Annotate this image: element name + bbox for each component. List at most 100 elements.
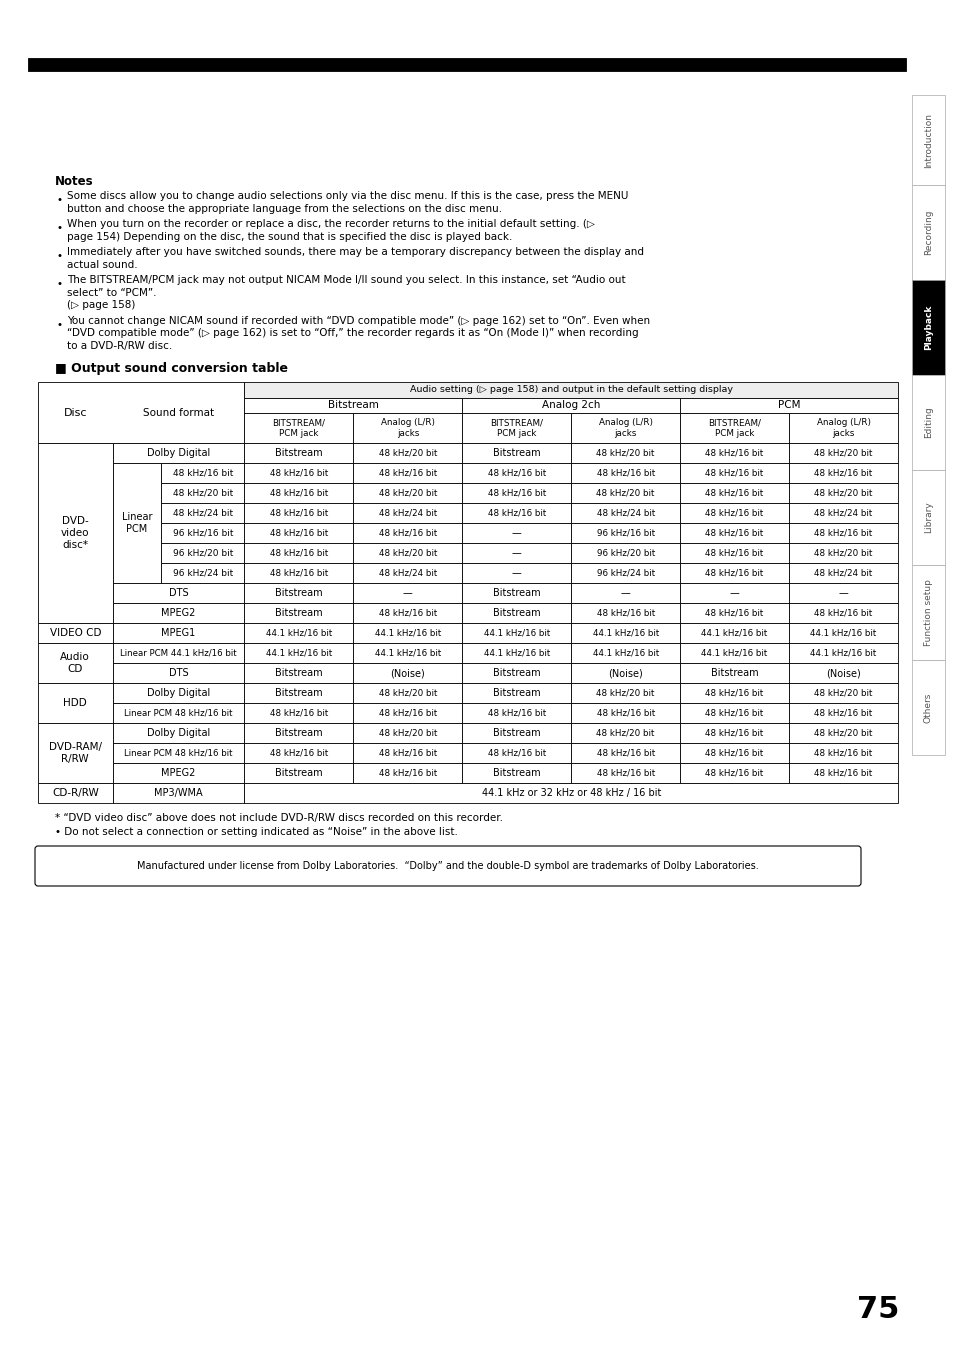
Text: Analog (L/R)
jacks: Analog (L/R) jacks: [380, 418, 435, 437]
Bar: [112, 463, 161, 583]
Bar: [462, 724, 571, 742]
Text: 48 kHz/16 bit: 48 kHz/16 bit: [814, 468, 872, 478]
Text: (Noise): (Noise): [390, 668, 425, 678]
Text: 48 kHz/20 bit: 48 kHz/20 bit: [378, 729, 436, 737]
Bar: [571, 724, 679, 742]
Bar: [112, 663, 244, 683]
Bar: [244, 522, 353, 543]
Text: 48 kHz/16 bit: 48 kHz/16 bit: [270, 509, 328, 517]
Text: 48 kHz/16 bit: 48 kHz/16 bit: [270, 489, 328, 498]
Bar: [161, 522, 244, 543]
FancyBboxPatch shape: [35, 846, 861, 886]
Bar: [679, 522, 788, 543]
Text: • Do not select a connection or setting indicated as “Noise” in the above list.: • Do not select a connection or setting …: [55, 828, 457, 837]
Text: * “DVD video disc” above does not include DVD-R/RW discs recorded on this record: * “DVD video disc” above does not includ…: [55, 813, 502, 823]
Bar: [462, 583, 571, 603]
Bar: [679, 563, 788, 583]
Text: 48 kHz/16 bit: 48 kHz/16 bit: [270, 528, 328, 537]
Bar: [679, 683, 788, 703]
Text: —: —: [620, 589, 630, 598]
Text: Bitstream: Bitstream: [493, 608, 540, 618]
Text: •: •: [57, 279, 63, 289]
Bar: [161, 504, 244, 522]
Text: 48 kHz/16 bit: 48 kHz/16 bit: [704, 688, 763, 698]
Text: Bitstream: Bitstream: [328, 401, 378, 410]
Text: Disc: Disc: [64, 408, 87, 417]
Bar: [353, 683, 462, 703]
Bar: [679, 398, 897, 413]
Text: 48 kHz/16 bit: 48 kHz/16 bit: [172, 468, 233, 478]
Bar: [112, 703, 244, 724]
Bar: [353, 543, 462, 563]
Bar: [571, 683, 679, 703]
Bar: [462, 683, 571, 703]
Bar: [353, 663, 462, 683]
Text: 44.1 kHz/16 bit: 44.1 kHz/16 bit: [266, 648, 332, 657]
Bar: [112, 763, 244, 783]
Text: 44.1 kHz/16 bit: 44.1 kHz/16 bit: [483, 648, 549, 657]
Text: —: —: [512, 528, 521, 539]
Text: 48 kHz/16 bit: 48 kHz/16 bit: [596, 468, 654, 478]
Bar: [679, 463, 788, 483]
Text: Bitstream: Bitstream: [493, 688, 540, 698]
Text: button and choose the appropriate language from the selections on the disc menu.: button and choose the appropriate langua…: [67, 204, 501, 213]
Bar: [571, 483, 679, 504]
Text: —: —: [512, 548, 521, 558]
Text: 48 kHz/16 bit: 48 kHz/16 bit: [378, 709, 436, 717]
Text: 48 kHz/16 bit: 48 kHz/16 bit: [814, 709, 872, 717]
Text: —: —: [512, 568, 521, 578]
Text: 48 kHz/24 bit: 48 kHz/24 bit: [172, 509, 233, 517]
Text: 48 kHz/16 bit: 48 kHz/16 bit: [596, 768, 654, 778]
Bar: [788, 463, 897, 483]
Text: 48 kHz/16 bit: 48 kHz/16 bit: [378, 609, 436, 617]
Text: 48 kHz/20 bit: 48 kHz/20 bit: [596, 448, 654, 458]
Bar: [571, 583, 679, 603]
Text: to a DVD-R/RW disc.: to a DVD-R/RW disc.: [67, 340, 172, 351]
Text: actual sound.: actual sound.: [67, 259, 137, 270]
Text: 48 kHz/16 bit: 48 kHz/16 bit: [704, 729, 763, 737]
Bar: [462, 763, 571, 783]
Text: Library: Library: [923, 502, 932, 533]
Text: Others: Others: [923, 693, 932, 722]
Bar: [788, 603, 897, 622]
Text: 96 kHz/16 bit: 96 kHz/16 bit: [172, 528, 233, 537]
Text: Dolby Digital: Dolby Digital: [147, 688, 210, 698]
Bar: [244, 783, 897, 803]
Text: (Noise): (Noise): [608, 668, 642, 678]
Text: 48 kHz/20 bit: 48 kHz/20 bit: [814, 729, 872, 737]
Bar: [28, 58, 905, 72]
Bar: [679, 724, 788, 742]
Text: Audio setting (▷ page 158) and output in the default setting display: Audio setting (▷ page 158) and output in…: [409, 386, 732, 394]
Text: Bitstream: Bitstream: [274, 728, 322, 738]
Text: Editing: Editing: [923, 406, 932, 439]
Text: 48 kHz/24 bit: 48 kHz/24 bit: [378, 568, 436, 578]
Text: 96 kHz/24 bit: 96 kHz/24 bit: [596, 568, 654, 578]
Text: 48 kHz/24 bit: 48 kHz/24 bit: [596, 509, 654, 517]
Bar: [571, 504, 679, 522]
Bar: [788, 413, 897, 443]
Text: MPEG2: MPEG2: [161, 608, 195, 618]
Bar: [462, 622, 571, 643]
Text: MP3/WMA: MP3/WMA: [154, 788, 203, 798]
Bar: [244, 683, 353, 703]
Text: Linear PCM 48 kHz/16 bit: Linear PCM 48 kHz/16 bit: [124, 748, 233, 757]
Bar: [911, 95, 944, 185]
Text: Playback: Playback: [923, 305, 932, 350]
Bar: [679, 543, 788, 563]
Bar: [161, 483, 244, 504]
Text: 48 kHz/16 bit: 48 kHz/16 bit: [704, 709, 763, 717]
Text: •: •: [57, 320, 63, 329]
Bar: [244, 763, 353, 783]
Text: 48 kHz/16 bit: 48 kHz/16 bit: [596, 709, 654, 717]
Text: 48 kHz/16 bit: 48 kHz/16 bit: [704, 609, 763, 617]
Text: 48 kHz/16 bit: 48 kHz/16 bit: [814, 528, 872, 537]
Text: 48 kHz/16 bit: 48 kHz/16 bit: [378, 748, 436, 757]
Text: 96 kHz/20 bit: 96 kHz/20 bit: [596, 548, 654, 558]
Bar: [679, 743, 788, 763]
Text: CD-R/RW: CD-R/RW: [51, 788, 98, 798]
Text: 48 kHz/16 bit: 48 kHz/16 bit: [704, 748, 763, 757]
Bar: [38, 443, 112, 622]
Bar: [38, 683, 112, 724]
Bar: [679, 603, 788, 622]
Bar: [112, 743, 244, 763]
